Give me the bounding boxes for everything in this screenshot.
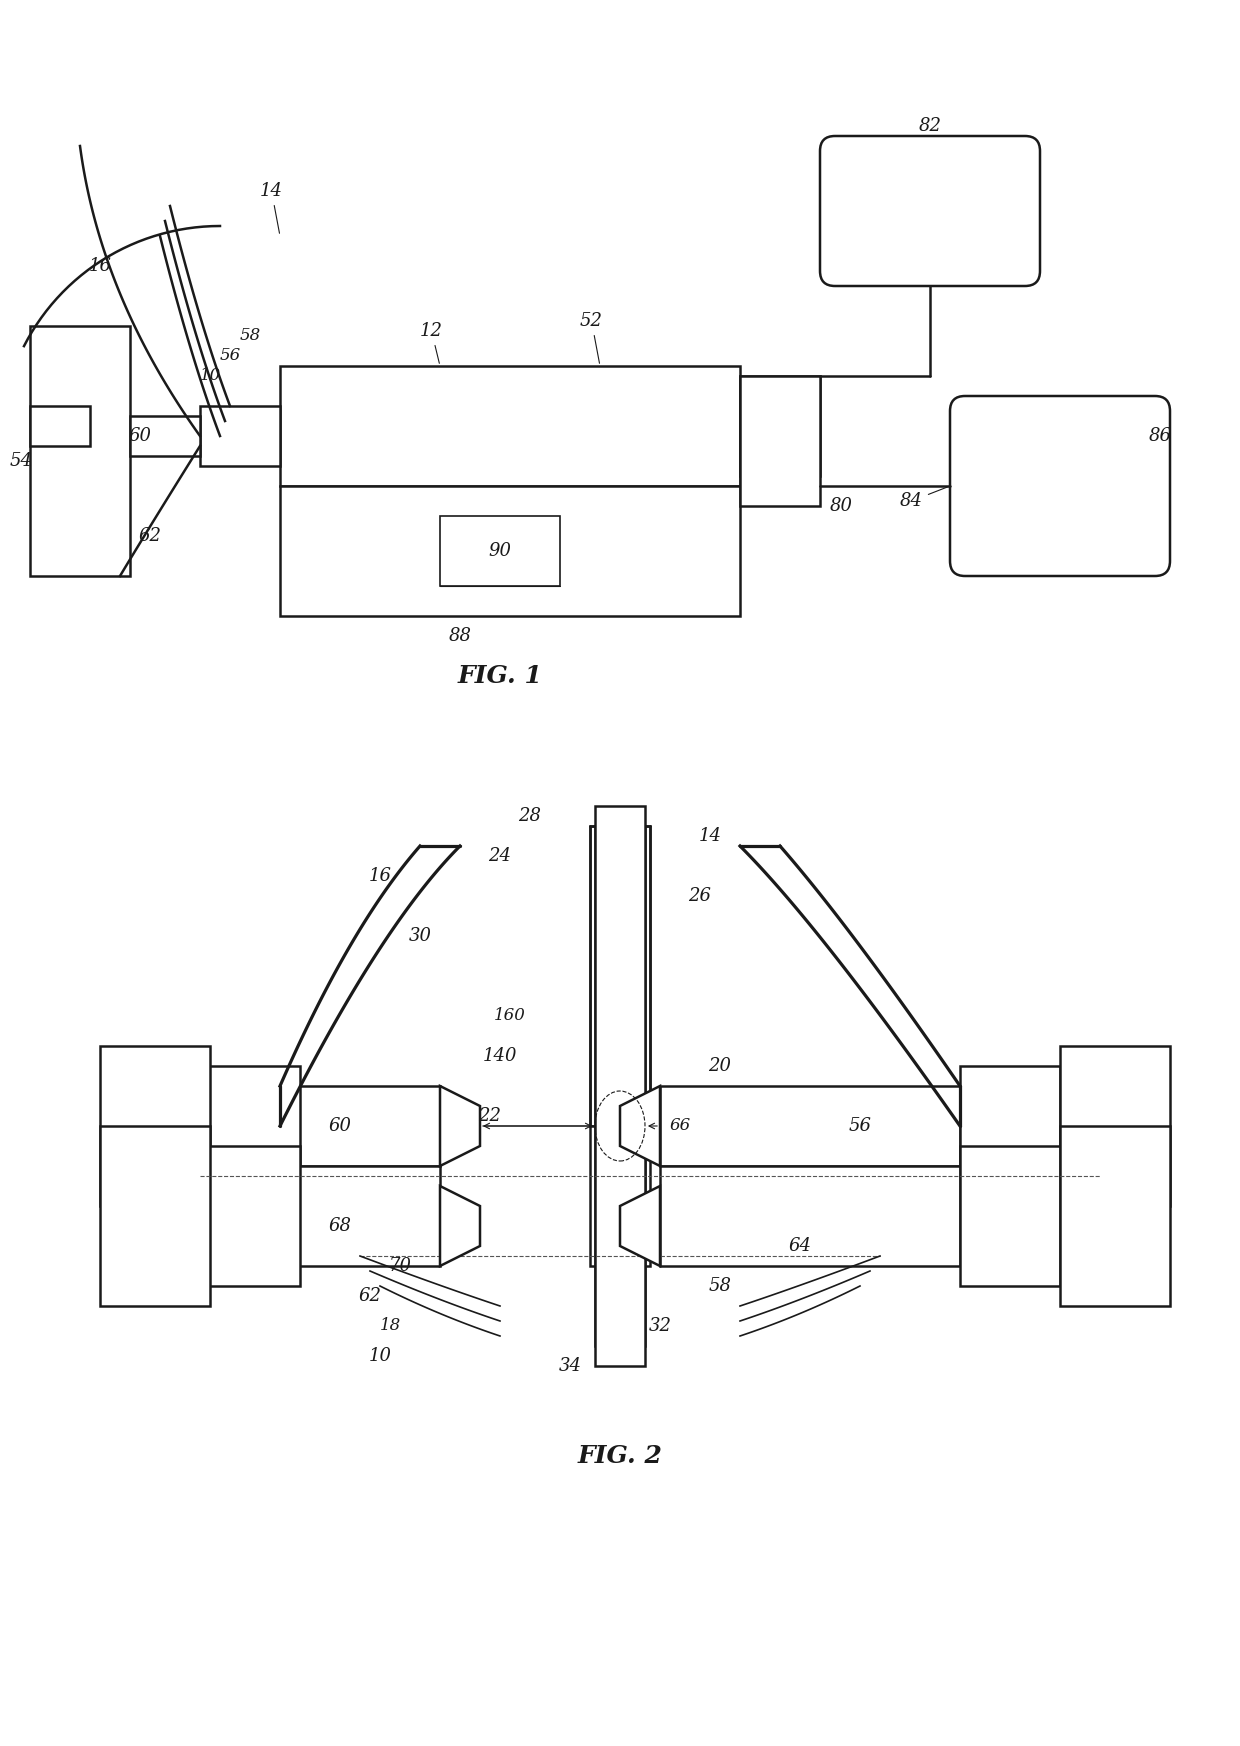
Text: 52: 52 [580, 313, 603, 363]
Text: 34: 34 [558, 1357, 582, 1376]
Text: 66: 66 [670, 1117, 691, 1135]
Bar [595, 826, 645, 1346]
Bar [280, 1086, 440, 1166]
Text: 58: 58 [239, 328, 260, 344]
Text: 32: 32 [649, 1316, 672, 1336]
Bar [595, 807, 645, 1365]
Text: 82: 82 [919, 117, 941, 134]
Text: 16: 16 [88, 257, 112, 276]
Text: 160: 160 [494, 1007, 526, 1025]
Text: 56: 56 [219, 347, 241, 365]
Polygon shape [620, 1186, 660, 1266]
Text: 54: 54 [10, 452, 33, 470]
Text: 86: 86 [1148, 428, 1172, 445]
Text: 90: 90 [489, 541, 511, 560]
Text: 10: 10 [200, 367, 221, 384]
Polygon shape [620, 1086, 660, 1166]
Text: 14: 14 [260, 182, 283, 234]
Text: 60: 60 [129, 428, 151, 445]
Bar [960, 1145, 1060, 1287]
Bar [960, 1067, 1060, 1186]
Text: 30: 30 [408, 927, 432, 945]
Text: 62: 62 [358, 1287, 382, 1304]
Bar [130, 416, 200, 456]
Bar [660, 1086, 960, 1166]
Bar [100, 1046, 210, 1206]
Bar [740, 375, 820, 506]
Text: FIG. 2: FIG. 2 [578, 1444, 662, 1468]
Bar [100, 1126, 210, 1306]
Text: 28: 28 [518, 807, 542, 826]
Text: 20: 20 [708, 1056, 732, 1076]
Polygon shape [440, 1086, 480, 1166]
Text: 88: 88 [449, 627, 471, 644]
Bar [440, 517, 560, 587]
Text: 64: 64 [789, 1236, 811, 1255]
Bar [740, 375, 820, 477]
FancyBboxPatch shape [950, 396, 1171, 576]
Bar [660, 1166, 960, 1266]
Bar [200, 1067, 300, 1186]
FancyBboxPatch shape [820, 136, 1040, 286]
Text: 14: 14 [698, 828, 722, 845]
Bar [1060, 1046, 1171, 1206]
Text: 24: 24 [489, 847, 511, 864]
Text: 26: 26 [688, 887, 712, 904]
Text: FIG. 1: FIG. 1 [458, 663, 542, 688]
Bar [280, 1166, 440, 1266]
Text: 58: 58 [708, 1276, 732, 1296]
Text: 16: 16 [368, 868, 392, 885]
Text: 56: 56 [848, 1117, 872, 1135]
Text: 18: 18 [379, 1318, 401, 1334]
Text: 22: 22 [479, 1107, 501, 1124]
Text: 70: 70 [388, 1257, 412, 1275]
Bar [590, 1126, 650, 1266]
Polygon shape [440, 1186, 480, 1266]
Bar [280, 485, 740, 616]
Text: 84: 84 [900, 487, 947, 510]
Bar [280, 367, 740, 485]
Text: 10: 10 [368, 1346, 392, 1365]
Bar [200, 407, 280, 466]
Bar [30, 327, 130, 576]
Bar [590, 826, 650, 1126]
Text: 62: 62 [139, 527, 161, 545]
Text: 140: 140 [482, 1048, 517, 1065]
Text: 12: 12 [420, 321, 443, 363]
Bar [1060, 1126, 1171, 1306]
Bar [30, 407, 91, 445]
Bar [200, 1145, 300, 1287]
Text: 80: 80 [830, 498, 853, 515]
Text: 60: 60 [329, 1117, 351, 1135]
Text: 68: 68 [329, 1217, 351, 1234]
